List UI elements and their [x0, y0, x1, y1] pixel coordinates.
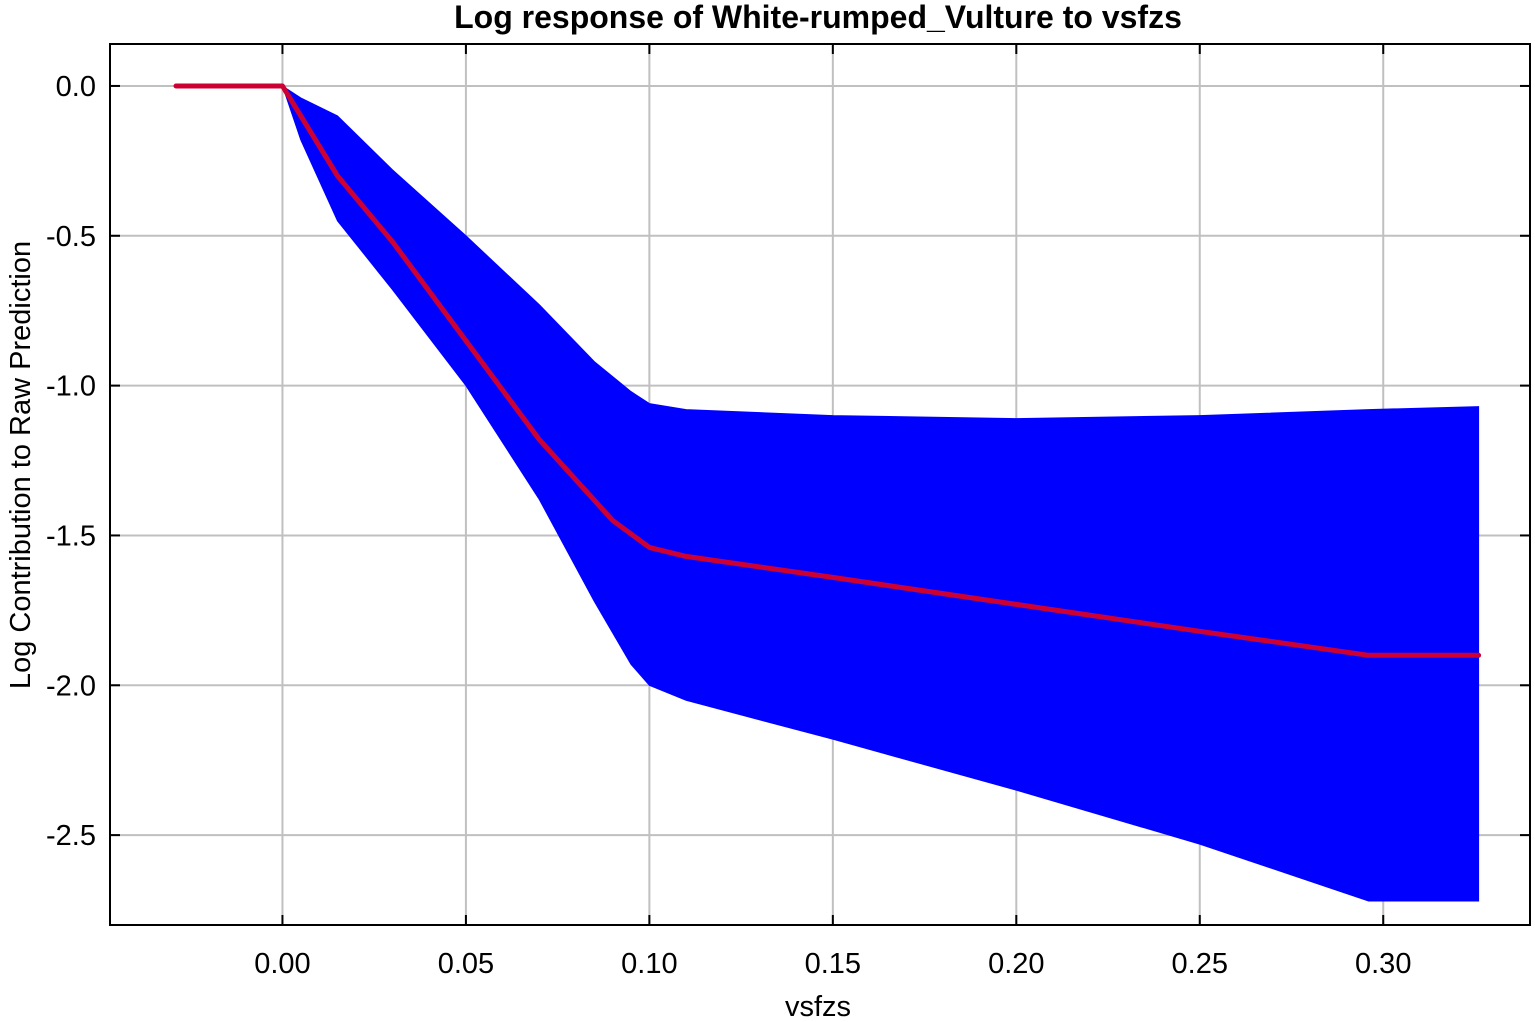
- mean-line: [173, 83, 1482, 658]
- x-tick-label: 0.10: [621, 948, 677, 980]
- y-axis-label: Log Contribution to Raw Prediction: [5, 241, 37, 689]
- x-tick-label: 0.15: [805, 948, 861, 980]
- mean-response-line: [173, 83, 1482, 658]
- y-tick-label: 0.0: [56, 71, 96, 103]
- y-tick-label: -1.5: [46, 520, 96, 552]
- x-tick-label: 0.20: [988, 948, 1044, 980]
- x-axis-ticks: 0.00 0.05 0.10 0.15 0.20 0.25 0.30: [254, 44, 1411, 980]
- x-tick-label: 0.05: [438, 948, 494, 980]
- plot-frame: [109, 43, 1531, 926]
- y-tick-label: -2.0: [46, 670, 96, 702]
- y-tick-label: -2.5: [46, 820, 96, 852]
- y-axis-ticks: 0.0 -0.5 -1.0 -1.5 -2.0 -2.5: [46, 71, 1530, 852]
- x-tick-label: 0.00: [254, 948, 310, 980]
- x-tick-label: 0.30: [1355, 948, 1411, 980]
- confidence-band: [281, 84, 1480, 902]
- y-tick-label: -0.5: [46, 221, 96, 253]
- x-tick-label: 0.25: [1172, 948, 1228, 980]
- y-tick-label: -1.0: [46, 371, 96, 403]
- band-area: [281, 84, 1480, 902]
- x-axis-label: vsfzs: [785, 991, 851, 1022]
- chart-title: Log response of White-rumped_Vulture to …: [454, 0, 1182, 35]
